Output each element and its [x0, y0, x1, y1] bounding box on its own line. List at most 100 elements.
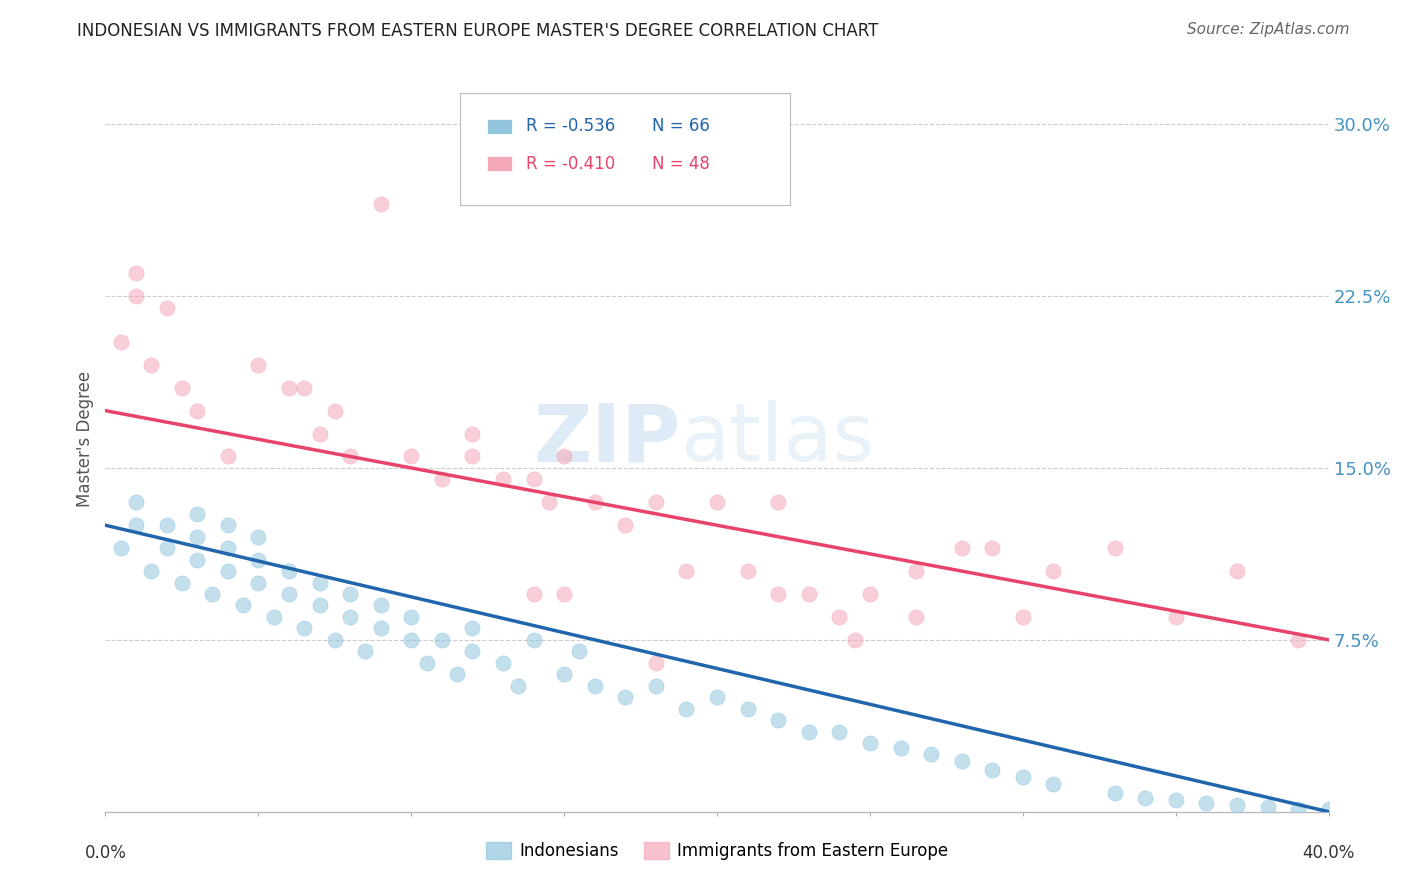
Text: N = 66: N = 66: [652, 118, 710, 136]
Point: [186, 507, 208, 521]
Point: [186, 552, 208, 566]
Text: ZIP: ZIP: [533, 401, 681, 478]
Point: [1104, 786, 1126, 800]
Point: [292, 381, 315, 395]
Point: [553, 587, 575, 601]
Point: [737, 564, 759, 578]
Text: INDONESIAN VS IMMIGRANTS FROM EASTERN EUROPE MASTER'S DEGREE CORRELATION CHART: INDONESIAN VS IMMIGRANTS FROM EASTERN EU…: [77, 22, 879, 40]
Point: [1042, 564, 1064, 578]
Point: [1286, 632, 1309, 647]
Point: [323, 632, 346, 647]
Point: [170, 381, 193, 395]
Point: [492, 656, 515, 670]
Point: [492, 472, 515, 486]
Point: [583, 495, 606, 509]
Bar: [486, 119, 512, 134]
Point: [170, 575, 193, 590]
Point: [1256, 800, 1278, 814]
Point: [859, 587, 882, 601]
Point: [537, 495, 560, 509]
Point: [904, 564, 927, 578]
Point: [737, 701, 759, 715]
Point: [461, 621, 484, 635]
Point: [797, 587, 820, 601]
Point: [370, 197, 392, 211]
Point: [1226, 564, 1249, 578]
Point: [186, 403, 208, 417]
Point: [186, 530, 208, 544]
Point: [1226, 797, 1249, 812]
Text: R = -0.536: R = -0.536: [526, 118, 616, 136]
Text: R = -0.410: R = -0.410: [526, 154, 616, 173]
Point: [1011, 770, 1033, 784]
Text: 0.0%: 0.0%: [84, 844, 127, 862]
Point: [370, 599, 392, 613]
Point: [950, 754, 973, 768]
Point: [1164, 793, 1187, 807]
Point: [981, 764, 1004, 778]
Point: [797, 724, 820, 739]
Point: [125, 495, 148, 509]
Point: [141, 564, 163, 578]
Point: [263, 610, 285, 624]
Point: [339, 587, 361, 601]
Point: [110, 334, 132, 349]
Point: [217, 541, 239, 556]
Point: [523, 632, 546, 647]
Point: [217, 518, 239, 533]
Point: [523, 587, 546, 601]
Point: [217, 564, 239, 578]
Text: N = 48: N = 48: [652, 154, 710, 173]
Point: [247, 575, 270, 590]
Point: [247, 552, 270, 566]
Point: [553, 450, 575, 464]
Point: [768, 713, 790, 727]
Point: [110, 541, 132, 556]
Point: [1042, 777, 1064, 791]
Point: [217, 450, 239, 464]
Point: [430, 632, 453, 647]
Point: [155, 541, 177, 556]
Point: [553, 667, 575, 681]
Text: 40.0%: 40.0%: [1302, 844, 1355, 862]
Point: [323, 403, 346, 417]
Point: [644, 679, 666, 693]
Point: [768, 587, 790, 601]
Point: [706, 690, 728, 705]
Point: [644, 656, 666, 670]
Point: [904, 610, 927, 624]
Point: [1317, 802, 1340, 816]
Point: [844, 632, 866, 647]
Point: [1133, 791, 1156, 805]
Point: [308, 599, 330, 613]
Point: [644, 495, 666, 509]
Point: [277, 381, 299, 395]
Point: [339, 450, 361, 464]
Point: [125, 289, 148, 303]
Point: [889, 740, 911, 755]
Point: [399, 632, 422, 647]
Text: Source: ZipAtlas.com: Source: ZipAtlas.com: [1187, 22, 1350, 37]
Point: [354, 644, 377, 658]
Point: [568, 644, 591, 658]
Point: [523, 472, 546, 486]
Point: [277, 564, 299, 578]
Point: [614, 690, 637, 705]
Y-axis label: Master's Degree: Master's Degree: [76, 371, 94, 508]
Point: [1104, 541, 1126, 556]
Point: [155, 518, 177, 533]
Text: atlas: atlas: [681, 401, 875, 478]
Legend: Indonesians, Immigrants from Eastern Europe: Indonesians, Immigrants from Eastern Eur…: [479, 835, 955, 867]
Point: [706, 495, 728, 509]
Bar: [486, 156, 512, 171]
Point: [339, 610, 361, 624]
Point: [920, 747, 942, 762]
Point: [1195, 796, 1218, 810]
Point: [155, 301, 177, 315]
Point: [675, 701, 697, 715]
Point: [201, 587, 224, 601]
Point: [950, 541, 973, 556]
Point: [461, 644, 484, 658]
Point: [1164, 610, 1187, 624]
Point: [232, 599, 254, 613]
